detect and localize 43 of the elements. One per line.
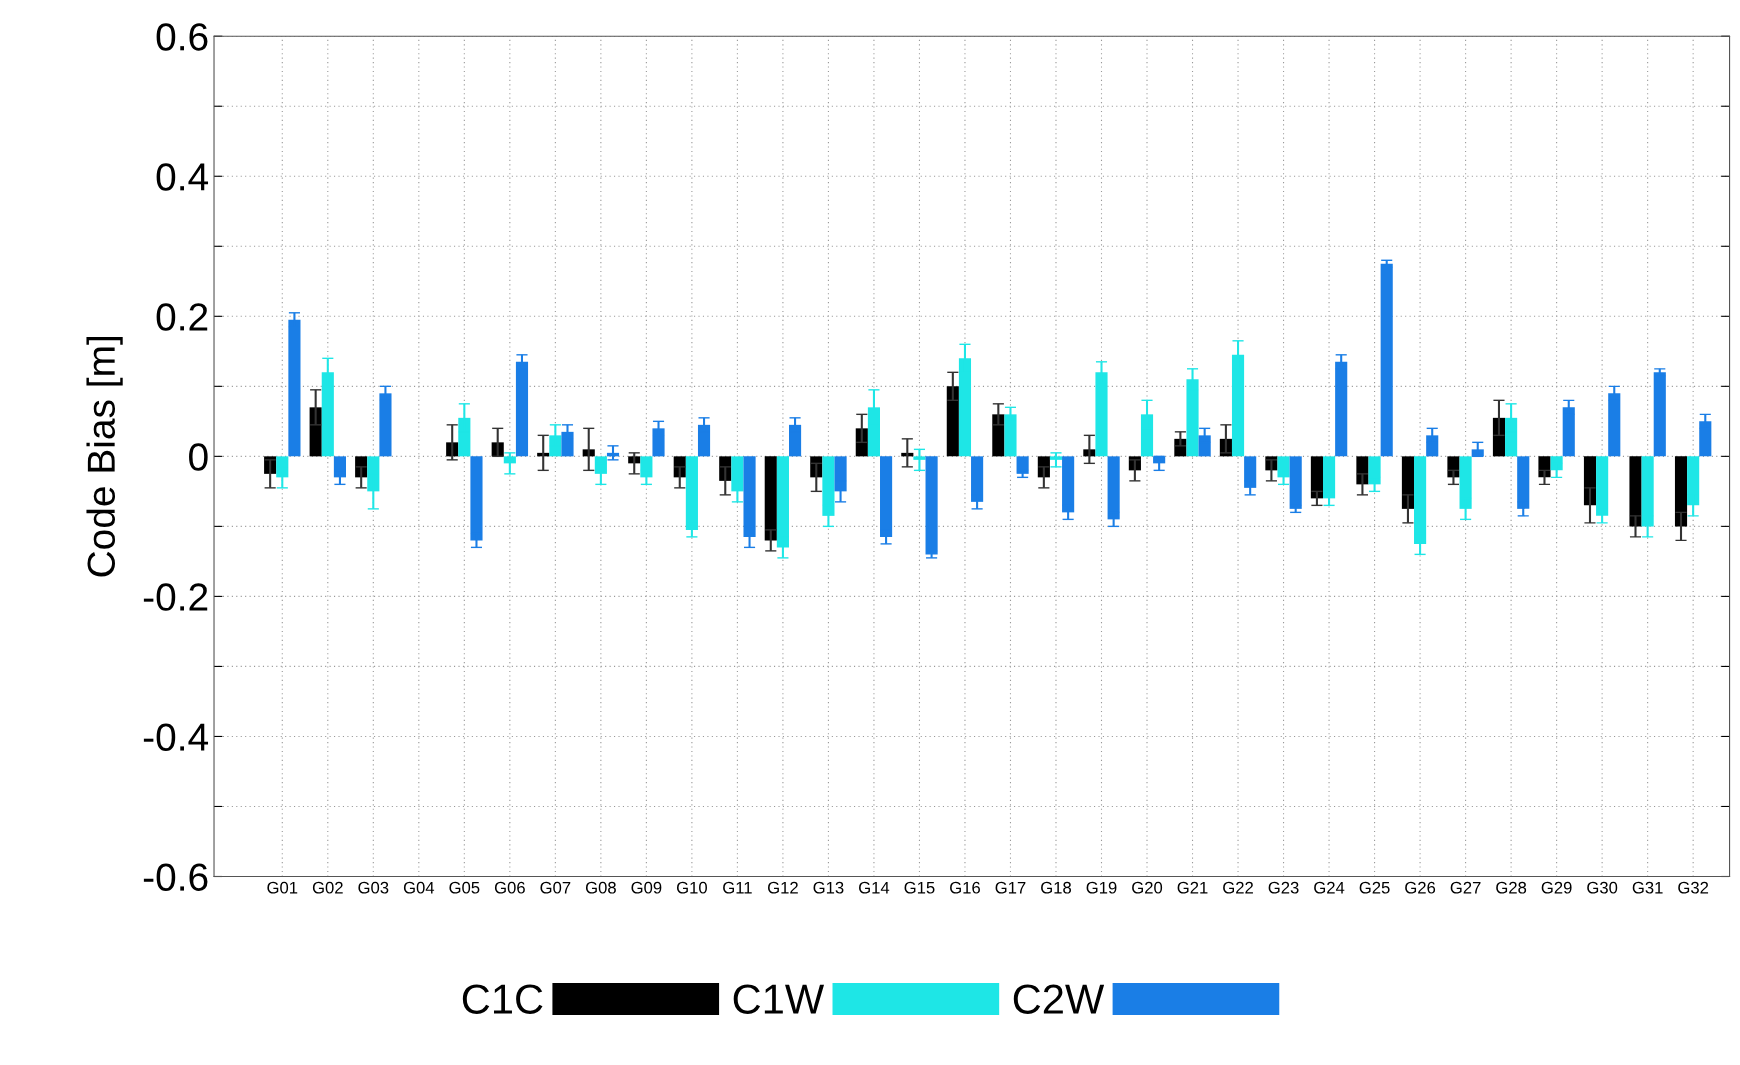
- x-tick-label: G16: [950, 881, 980, 894]
- x-tick-label: G21: [1177, 881, 1208, 894]
- legend-label: C1W: [733, 984, 825, 1014]
- x-tick-label: G07: [540, 881, 571, 894]
- x-tick-label: G15: [904, 881, 935, 894]
- legend-label: C2W: [1013, 984, 1105, 1014]
- x-tick-label: G05: [449, 881, 480, 894]
- x-tick-label: G09: [631, 881, 662, 894]
- x-tick-label: G26: [1405, 881, 1436, 894]
- x-tick-label: G18: [1041, 881, 1072, 894]
- x-tick-label: G14: [859, 881, 890, 894]
- x-tick-label: G27: [1450, 881, 1481, 894]
- x-tick-label: G32: [1678, 881, 1709, 894]
- x-tick-label: G20: [1132, 881, 1163, 894]
- x-tick-label: G03: [358, 881, 389, 894]
- legend-label: C1C: [462, 984, 543, 1014]
- x-tick-label: G06: [494, 881, 525, 894]
- y-tick-label: 0.6: [156, 23, 208, 51]
- x-tick-label: G25: [1359, 881, 1390, 894]
- x-tick-label: G28: [1496, 881, 1527, 894]
- y-axis-title: Code Bias [m]: [86, 337, 123, 577]
- x-tick-label: G02: [312, 881, 343, 894]
- x-tick-label: G01: [267, 881, 298, 894]
- x-tick-label: G23: [1268, 881, 1299, 894]
- y-tick-label: 0: [189, 443, 208, 471]
- x-tick-label: G24: [1314, 881, 1345, 894]
- x-tick-label: G04: [403, 881, 435, 894]
- x-tick-label: G31: [1632, 881, 1663, 894]
- x-tick-label: G17: [995, 881, 1026, 894]
- x-tick-label: G22: [1223, 881, 1253, 894]
- y-tick-label: 0.2: [156, 303, 208, 331]
- x-tick-label: G19: [1086, 881, 1117, 894]
- x-tick-label: G08: [585, 881, 616, 894]
- y-tick-label: 0.4: [156, 163, 209, 191]
- x-tick-label: G29: [1541, 881, 1572, 894]
- x-tick-label: G10: [676, 881, 707, 894]
- y-tick-label: -0.6: [143, 863, 208, 891]
- x-tick-label: G11: [723, 881, 752, 894]
- x-tick-label: G13: [813, 881, 844, 894]
- x-tick-label: G30: [1587, 881, 1618, 894]
- x-tick-label: G12: [768, 881, 798, 894]
- y-tick-label: -0.2: [143, 583, 208, 611]
- y-tick-label: -0.4: [143, 723, 209, 751]
